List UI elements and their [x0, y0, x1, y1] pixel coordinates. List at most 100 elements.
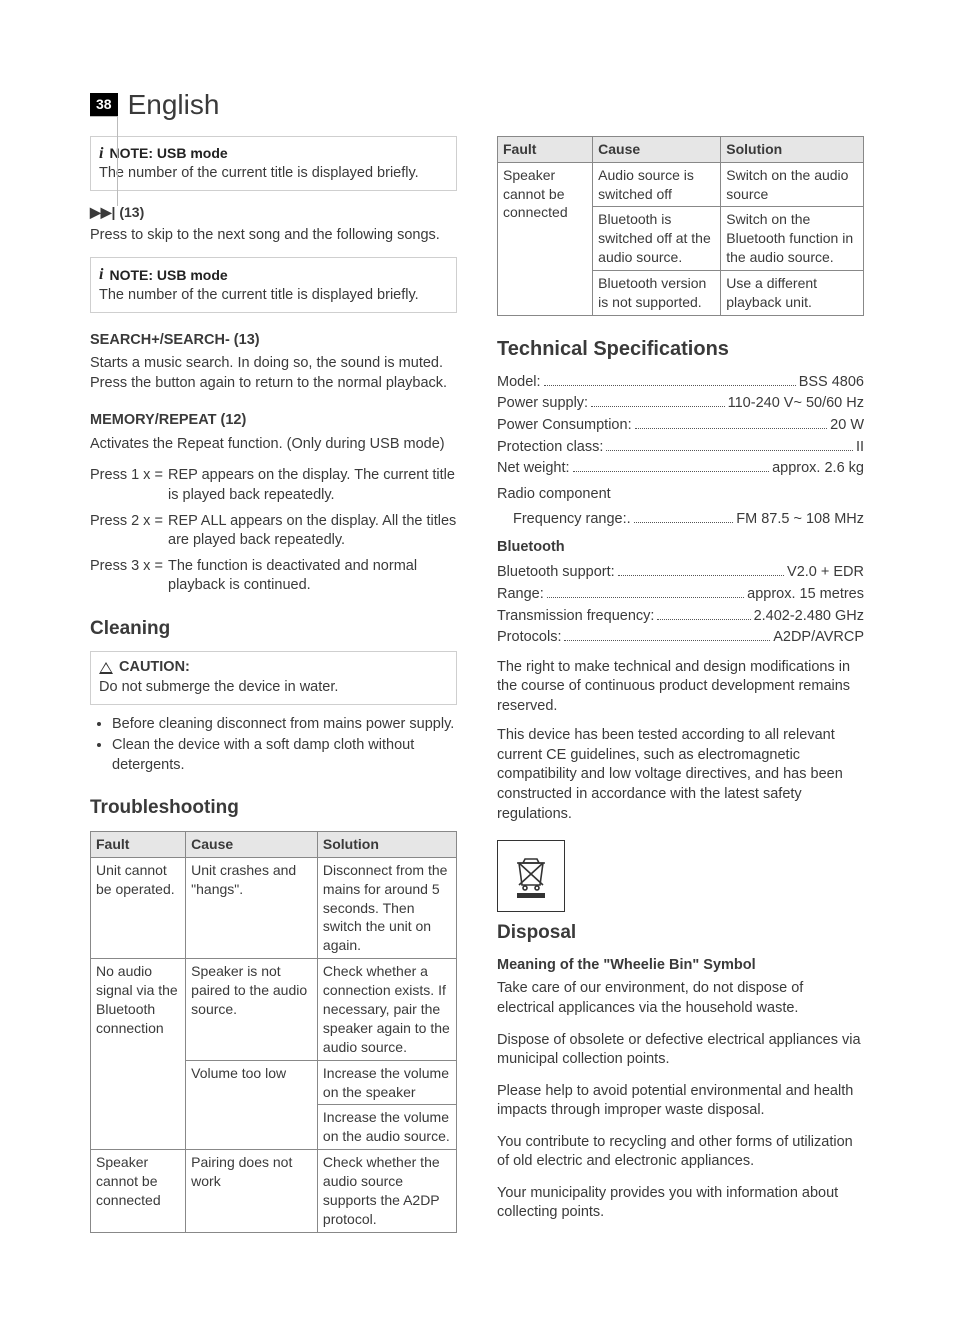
- note-text: The number of the current title is displ…: [99, 164, 448, 184]
- left-column: i NOTE: USB mode The number of the curren…: [90, 136, 457, 1235]
- spec-dots: [591, 406, 725, 407]
- table-cell: Disconnect from the mains for around 5 s…: [317, 857, 456, 958]
- right-column: FaultCauseSolutionSpeaker cannot be conn…: [497, 136, 864, 1235]
- spec-dots: [573, 471, 770, 472]
- spec-row: Frequency range:. FM 87.5 ~ 108 MHz: [513, 510, 864, 530]
- page-number: 38: [90, 93, 118, 116]
- table-cell: Increase the volume on the audio source.: [317, 1105, 456, 1150]
- spec-value: 110-240 V~ 50/60 Hz: [728, 394, 864, 414]
- spec-row: Range: approx. 15 metres: [497, 585, 864, 605]
- spec-dots: [635, 428, 828, 429]
- spec-bt-label: Bluetooth: [497, 538, 864, 558]
- spec-dots: [618, 575, 784, 576]
- table-cell: Pairing does not work: [186, 1150, 318, 1233]
- table-cell: Volume too low: [186, 1060, 318, 1150]
- memory-text: Activates the Repeat function. (Only dur…: [90, 435, 457, 455]
- spec-row: Protection class:II: [497, 438, 864, 458]
- note-text: The number of the current title is displ…: [99, 286, 448, 306]
- caution-text: Do not submerge the device in water.: [99, 678, 448, 698]
- disposal-p1: Take care of our environment, do not dis…: [497, 979, 864, 1018]
- caution-title: CAUTION:: [119, 658, 190, 678]
- spec-value: V2.0 + EDR: [787, 563, 864, 583]
- spec-label: Model:: [497, 373, 541, 393]
- table-header: Fault: [498, 136, 593, 162]
- spec-value: 20 W: [830, 416, 864, 436]
- table-cell: Increase the volume on the speaker: [317, 1060, 456, 1105]
- spec-row: Transmission frequency: 2.402-2.480 GHz: [497, 607, 864, 627]
- table-cell: Audio source is switched off: [593, 162, 721, 207]
- table-header: Cause: [186, 831, 318, 857]
- crop-mark: [90, 116, 118, 206]
- warning-icon: [99, 662, 113, 674]
- troubleshooting-table: FaultCauseSolutionUnit cannot be operate…: [90, 831, 457, 1233]
- table-cell: Check whether a connection exists. If ne…: [317, 959, 456, 1060]
- skip-forward-icon: ▶▶|: [90, 204, 115, 220]
- spec-dots: [544, 385, 796, 386]
- spec-value: A2DP/AVRCP: [773, 628, 864, 648]
- skip-heading: ▶▶| (13): [90, 203, 457, 222]
- table-cell: Speaker is not paired to the audio sourc…: [186, 959, 318, 1060]
- spec-label: Power supply:: [497, 394, 588, 414]
- spec-value: II: [856, 438, 864, 458]
- spec-label: Net weight:: [497, 459, 570, 479]
- spec-value: 2.402-2.480 GHz: [754, 607, 864, 627]
- spec-row: Net weight: approx. 2.6 kg: [497, 459, 864, 479]
- search-text: Starts a music search. In doing so, the …: [90, 354, 457, 393]
- cleaning-title: Cleaning: [90, 616, 457, 642]
- spec-row: Power supply: 110-240 V~ 50/60 Hz: [497, 394, 864, 414]
- spec-row: Power Consumption: 20 W: [497, 416, 864, 436]
- spec-label: Power Consumption:: [497, 416, 632, 436]
- disposal-subhead: Meaning of the "Wheelie Bin" Symbol: [497, 956, 864, 976]
- spec-row: Model: BSS 4806: [497, 373, 864, 393]
- spec-dots: [564, 640, 770, 641]
- spec-dots: [634, 522, 734, 523]
- table-header: Cause: [593, 136, 721, 162]
- spec-label: Protocols:: [497, 628, 561, 648]
- disposal-title: Disposal: [497, 920, 864, 946]
- page-header: 38 English: [90, 86, 864, 124]
- disposal-p2: Dispose of obsolete or defective electri…: [497, 1031, 864, 1070]
- list-item: Clean the device with a soft damp cloth …: [112, 736, 457, 775]
- spec-dots: [547, 597, 744, 598]
- spec-label: Transmission frequency:: [497, 607, 654, 627]
- table-cell: Unit crashes and "hangs".: [186, 857, 318, 958]
- spec-value: approx. 2.6 kg: [772, 459, 864, 479]
- memory-heading: MEMORY/REPEAT (12): [90, 411, 457, 431]
- spec-label: Bluetooth support:: [497, 563, 615, 583]
- spec-label: Frequency range:.: [513, 510, 631, 530]
- table-cell: Unit cannot be operated.: [91, 857, 186, 958]
- disposal-p3: Please help to avoid potential environme…: [497, 1082, 864, 1121]
- skip-text: Press to skip to the next song and the f…: [90, 226, 457, 246]
- spec-value: FM 87.5 ~ 108 MHz: [736, 510, 864, 530]
- spec-value: BSS 4806: [799, 373, 864, 393]
- spec-bt: Bluetooth support: V2.0 + EDR Range: approx…: [497, 563, 864, 647]
- press-label: Press 1 x =: [90, 466, 168, 505]
- spec-value: approx. 15 metres: [747, 585, 864, 605]
- table-header: Fault: [91, 831, 186, 857]
- note-box-usb-2: i NOTE: USB mode The number of the curren…: [90, 257, 457, 312]
- spec-dots: [657, 619, 750, 620]
- table-cell: Speaker cannot be connected: [91, 1150, 186, 1233]
- table-cell: Switch on the Bluetooth function in the …: [721, 207, 864, 271]
- press-label: Press 3 x =: [90, 557, 168, 596]
- spec-row: Protocols: A2DP/AVRCP: [497, 628, 864, 648]
- table-cell: Bluetooth version is not supported.: [593, 271, 721, 316]
- table-header: Solution: [721, 136, 864, 162]
- press-desc: REP ALL appears on the display. All the …: [168, 512, 457, 551]
- info-icon: i: [99, 264, 103, 286]
- wheelie-bin-icon: [511, 853, 551, 899]
- table-cell: Switch on the audio source: [721, 162, 864, 207]
- language-title: English: [128, 86, 220, 124]
- skip-ref: (13): [119, 204, 144, 220]
- press-table: Press 1 x =REP appears on the display. T…: [90, 466, 457, 595]
- spec-label: Range:: [497, 585, 544, 605]
- caution-box: CAUTION: Do not submerge the device in w…: [90, 651, 457, 704]
- press-desc: The function is deactivated and normal p…: [168, 557, 457, 596]
- note-title: NOTE: USB mode: [109, 266, 227, 285]
- spec-row: Bluetooth support: V2.0 + EDR: [497, 563, 864, 583]
- tech-spec-title: Technical Specifications: [497, 336, 864, 363]
- list-item: Before cleaning disconnect from mains po…: [112, 715, 457, 735]
- spec-radio-label: Radio component: [497, 485, 864, 505]
- note-box-usb-1: iNOTE: USB mode The number of the curren…: [90, 136, 457, 191]
- cleaning-bullets: Before cleaning disconnect from mains po…: [90, 715, 457, 776]
